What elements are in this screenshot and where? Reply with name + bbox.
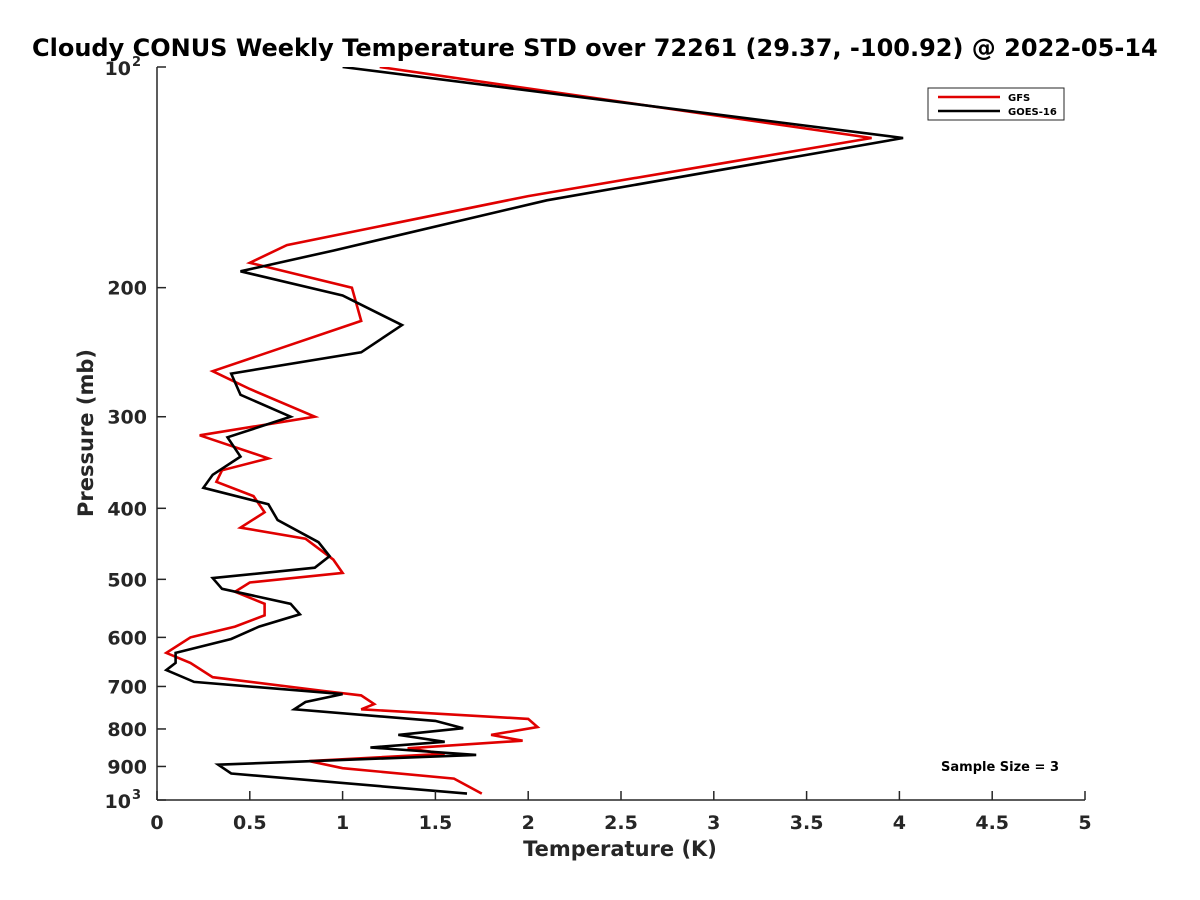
series-layer (163, 67, 904, 795)
series-line-gfs (163, 67, 872, 795)
x-tick-label: 4 (893, 812, 906, 834)
legend-box (927, 87, 1065, 121)
y-tick-label: 300 (107, 407, 147, 429)
legend: GFS GOES-16 (927, 87, 1065, 121)
y-tick-base: 10 (105, 791, 131, 813)
x-tick-label: 0.5 (233, 812, 267, 834)
legend-label: GFS (1008, 93, 1030, 104)
y-tick-label: 700 (107, 676, 147, 698)
x-tick-label: 2 (522, 812, 535, 834)
y-tick-label: 200 (107, 278, 147, 300)
y-tick-label-power: 10 (105, 58, 131, 80)
x-tick-label: 1 (336, 812, 349, 834)
x-axis-label: Temperature (K) (523, 837, 717, 861)
y-tick-exponent: 3 (132, 788, 141, 803)
y-tick-label: 400 (107, 498, 147, 520)
x-tick-label: 4.5 (975, 812, 1009, 834)
y-tick-base: 10 (105, 58, 131, 80)
x-tick-label: 0 (150, 812, 163, 834)
x-tick-label: 3.5 (790, 812, 824, 834)
x-tick-label: 3 (707, 812, 720, 834)
sample-size-annotation: Sample Size = 3 (941, 760, 1059, 775)
y-tick-label: 800 (107, 719, 147, 741)
y-tick-label: 500 (107, 569, 147, 591)
plot-area: 0 0.5 1 1.5 2 2.5 3 3.5 4 4.5 5 10 2200300400500600… (105, 55, 1092, 834)
y-tick-label: 600 (107, 627, 147, 649)
y-tick-label-power: 10 (105, 791, 131, 813)
chart-title: Cloudy CONUS Weekly Temperature STD over… (32, 34, 1158, 62)
x-tick-label: 1.5 (419, 812, 453, 834)
y-tick-label: 900 (107, 756, 147, 778)
x-tick-label: 2.5 (604, 812, 638, 834)
series-line-goes-16 (163, 67, 904, 795)
y-axis-label: Pressure (mb) (74, 349, 98, 517)
legend-label: GOES-16 (1008, 107, 1057, 118)
y-tick-exponent: 2 (132, 55, 141, 70)
x-tick-label: 5 (1078, 812, 1091, 834)
x-axis-ticks: 0 0.5 1 1.5 2 2.5 3 3.5 4 4.5 5 (150, 791, 1092, 834)
